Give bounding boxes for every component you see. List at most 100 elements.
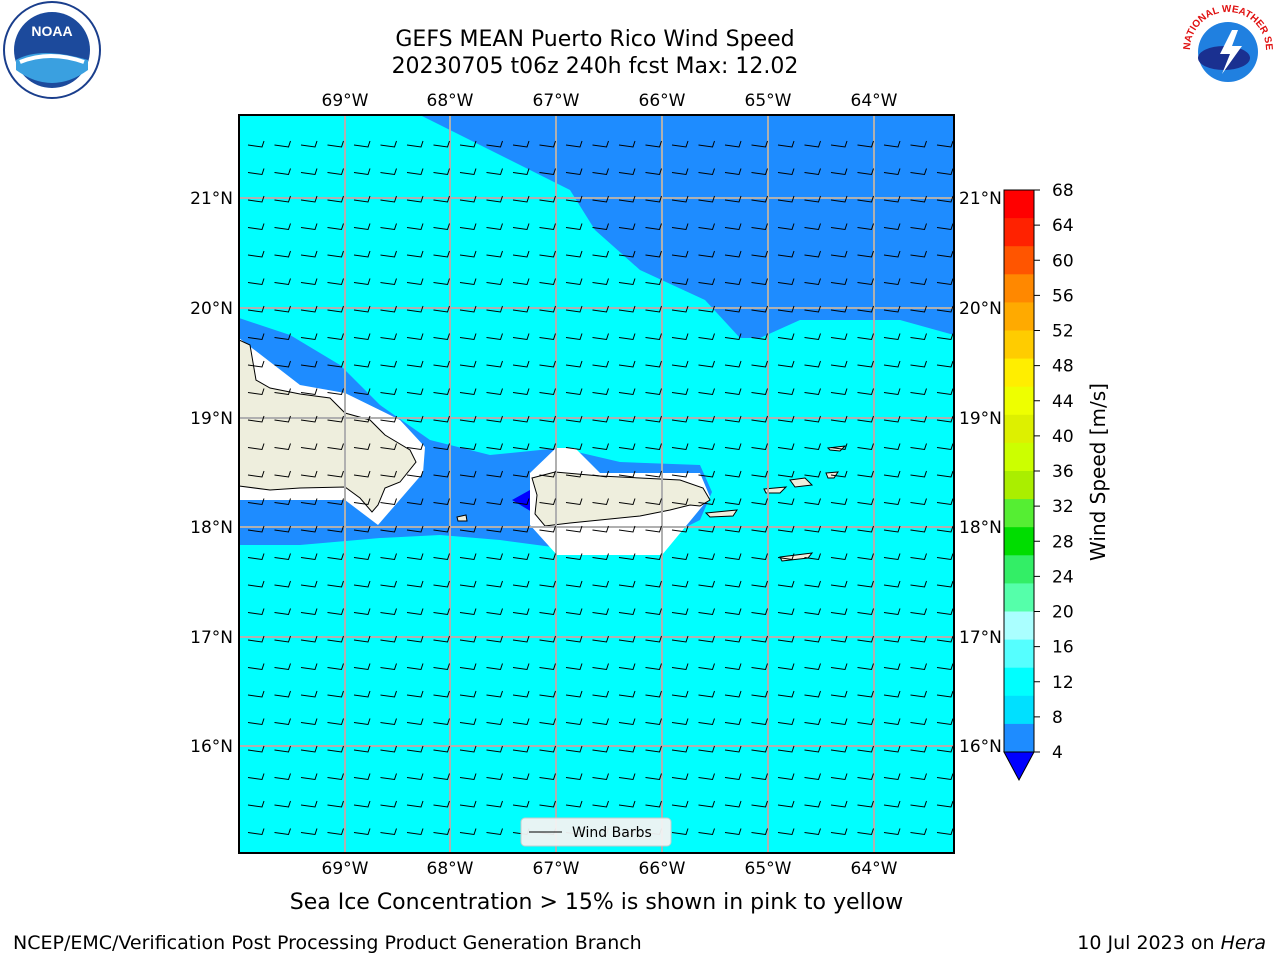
wind-barb bbox=[486, 773, 503, 781]
wind-barb bbox=[406, 718, 424, 726]
wind-barb bbox=[857, 388, 874, 396]
wind-barb bbox=[592, 690, 609, 698]
wind-barb bbox=[327, 745, 344, 753]
wind-barb bbox=[777, 718, 795, 726]
colorbar-tick-label: 4 bbox=[1052, 743, 1063, 763]
wind-barb bbox=[486, 388, 503, 396]
wind-barb bbox=[565, 553, 583, 561]
wind-barb bbox=[433, 470, 450, 478]
wind-barb bbox=[883, 278, 901, 286]
wind-barb bbox=[539, 470, 556, 478]
wind-barb bbox=[565, 278, 583, 286]
wind-barb bbox=[512, 415, 530, 423]
wind-barb bbox=[883, 525, 901, 533]
wind-barb bbox=[380, 140, 397, 148]
colorbar-segment bbox=[1004, 442, 1034, 472]
wind-barb bbox=[910, 250, 927, 258]
wind-barb bbox=[459, 470, 477, 478]
wind-barb bbox=[936, 305, 954, 313]
wind-barb bbox=[247, 608, 265, 616]
wind-barb bbox=[459, 663, 477, 671]
wind-barb bbox=[883, 580, 901, 588]
wind-barb bbox=[883, 635, 901, 643]
wind-barb bbox=[883, 800, 901, 808]
wind-barb bbox=[353, 443, 371, 451]
colorbar-tick-label: 8 bbox=[1052, 708, 1063, 728]
lon-label-bottom-68w: 68°W bbox=[427, 859, 474, 879]
wind-barb bbox=[300, 745, 318, 753]
wind-barb bbox=[804, 250, 821, 258]
colorbar-tick-label: 40 bbox=[1052, 427, 1074, 447]
wind-barb bbox=[565, 718, 583, 726]
wind-barb bbox=[751, 828, 768, 836]
wind-barb bbox=[274, 195, 291, 203]
wind-barb bbox=[433, 800, 450, 808]
wind-barb bbox=[751, 553, 768, 561]
colorbar-tick-label: 36 bbox=[1052, 462, 1074, 482]
wind-barb bbox=[698, 168, 715, 176]
wind-barb bbox=[936, 745, 954, 753]
wind-barb bbox=[751, 525, 768, 533]
wind-barb bbox=[592, 305, 609, 313]
wind-barb bbox=[698, 140, 715, 148]
wind-barb bbox=[459, 250, 477, 258]
wind-barb bbox=[300, 278, 318, 286]
wind-barb bbox=[618, 223, 636, 231]
wind-barb bbox=[724, 195, 742, 203]
wind-barb bbox=[300, 663, 318, 671]
wind-barb bbox=[883, 690, 901, 698]
colorbar-segment bbox=[1004, 695, 1034, 725]
wind-barb bbox=[592, 745, 609, 753]
wind-barb bbox=[698, 360, 715, 368]
wind-barb bbox=[618, 718, 636, 726]
wind-barb bbox=[459, 498, 477, 506]
wind-barb bbox=[936, 443, 954, 451]
wind-barb bbox=[274, 140, 291, 148]
lat-label-left-18n: 18°N bbox=[190, 518, 233, 538]
wind-barb bbox=[274, 718, 291, 726]
wind-barb bbox=[406, 525, 424, 533]
wind-barb bbox=[433, 828, 450, 836]
wind-barb bbox=[512, 690, 530, 698]
wind-barb bbox=[247, 745, 265, 753]
wind-barb bbox=[327, 498, 344, 506]
wind-barb bbox=[327, 140, 344, 148]
wind-barb bbox=[751, 333, 768, 341]
lat-label-right-17n: 17°N bbox=[959, 628, 1002, 648]
wind-barb bbox=[804, 828, 821, 836]
wind-barb bbox=[857, 223, 874, 231]
wind-barb bbox=[804, 195, 821, 203]
wind-barb bbox=[883, 608, 901, 616]
wind-barb bbox=[486, 498, 503, 506]
wind-barb bbox=[698, 690, 715, 698]
wind-barb bbox=[724, 608, 742, 616]
wind-barb bbox=[910, 415, 927, 423]
wind-barb bbox=[751, 168, 768, 176]
wind-barb bbox=[698, 250, 715, 258]
wind-barb bbox=[910, 800, 927, 808]
wind-barb bbox=[592, 718, 609, 726]
wind-barb bbox=[592, 498, 609, 506]
wind-barb bbox=[910, 140, 927, 148]
wind-barb bbox=[433, 498, 450, 506]
wind-barb bbox=[883, 663, 901, 671]
wind-barb bbox=[486, 745, 503, 753]
wind-barb bbox=[883, 250, 901, 258]
wind-barb bbox=[380, 305, 397, 313]
wind-barb bbox=[274, 773, 291, 781]
wind-barb bbox=[804, 690, 821, 698]
wind-barb bbox=[486, 360, 503, 368]
wind-barb bbox=[512, 553, 530, 561]
lat-label-left-20n: 20°N bbox=[190, 299, 233, 319]
wind-barb bbox=[459, 388, 477, 396]
wind-barb bbox=[618, 470, 636, 478]
wind-barb bbox=[247, 525, 265, 533]
wind-barb bbox=[671, 140, 689, 148]
wind-barb bbox=[777, 195, 795, 203]
wind-barb bbox=[645, 525, 662, 533]
wind-barb bbox=[777, 800, 795, 808]
wind-barb bbox=[857, 663, 874, 671]
wind-barb bbox=[380, 250, 397, 258]
wind-barb bbox=[353, 333, 371, 341]
wind-barb bbox=[804, 663, 821, 671]
